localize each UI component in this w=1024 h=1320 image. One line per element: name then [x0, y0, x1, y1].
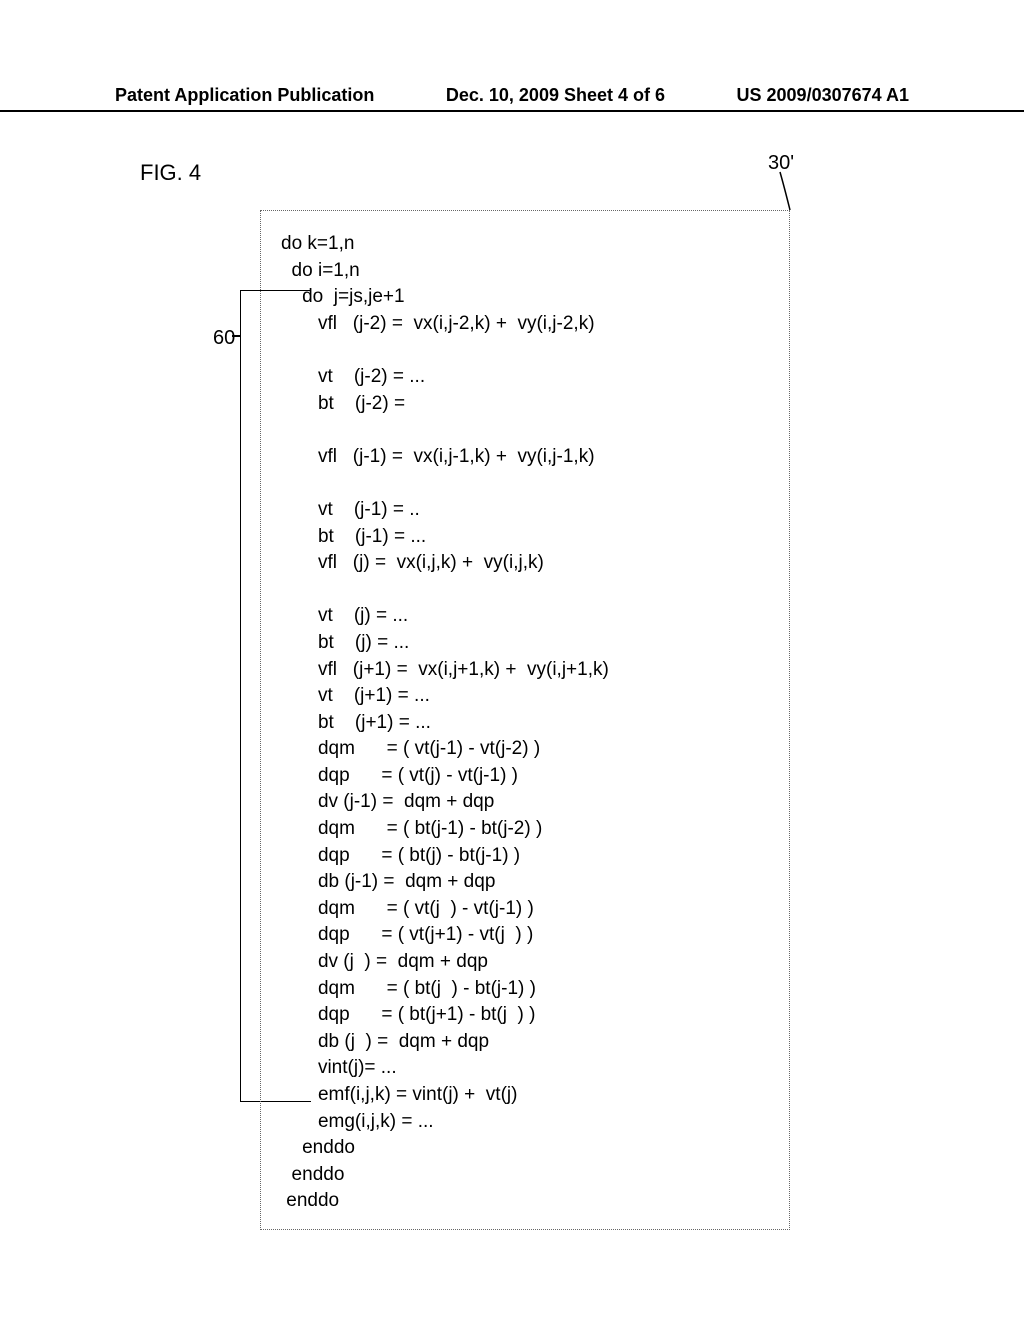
- code-line: bt (j-1) = ...: [281, 524, 779, 551]
- code-line: dqm = ( bt(j-1) - bt(j-2) ): [281, 816, 779, 843]
- code-line: enddo: [281, 1188, 779, 1215]
- code-container: do k=1,n do i=1,n do j=js,je+1 vfl (j-2)…: [281, 231, 779, 1215]
- code-line: bt (j) = ...: [281, 630, 779, 657]
- bracket-60-tick: [232, 335, 240, 337]
- figure-label: FIG. 4: [140, 160, 201, 186]
- page-header: Patent Application Publication Dec. 10, …: [0, 85, 1024, 112]
- code-line: db (j ) = dqm + dqp: [281, 1029, 779, 1056]
- page: Patent Application Publication Dec. 10, …: [0, 0, 1024, 1320]
- code-line: bt (j+1) = ...: [281, 710, 779, 737]
- code-line: vfl (j+1) = vx(i,j+1,k) + vy(i,j+1,k): [281, 657, 779, 684]
- code-line: emf(i,j,k) = vint(j) + vt(j): [281, 1082, 779, 1109]
- code-line: dqp = ( vt(j+1) - vt(j ) ): [281, 922, 779, 949]
- code-line: vfl (j-1) = vx(i,j-1,k) + vy(i,j-1,k): [281, 444, 779, 471]
- code-line: dqp = ( bt(j+1) - bt(j ) ): [281, 1002, 779, 1029]
- code-line: do j=js,je+1: [281, 284, 779, 311]
- lead-line-30: [774, 166, 794, 214]
- header-right: US 2009/0307674 A1: [737, 85, 909, 106]
- code-line: emg(i,j,k) = ...: [281, 1109, 779, 1136]
- header-center: Dec. 10, 2009 Sheet 4 of 6: [446, 85, 665, 106]
- code-line: do i=1,n: [281, 258, 779, 285]
- code-line: dv (j-1) = dqm + dqp: [281, 789, 779, 816]
- code-line: vt (j-1) = ..: [281, 497, 779, 524]
- code-line: vfl (j-2) = vx(i,j-2,k) + vy(i,j-2,k): [281, 311, 779, 338]
- code-line: [281, 337, 779, 364]
- code-line: [281, 577, 779, 604]
- code-line: dqm = ( vt(j-1) - vt(j-2) ): [281, 736, 779, 763]
- header-row: Patent Application Publication Dec. 10, …: [0, 85, 1024, 106]
- code-line: db (j-1) = dqm + dqp: [281, 869, 779, 896]
- code-line: [281, 417, 779, 444]
- code-line: do k=1,n: [281, 231, 779, 258]
- code-line: vfl (j) = vx(i,j,k) + vy(i,j,k): [281, 550, 779, 577]
- code-line: vt (j+1) = ...: [281, 683, 779, 710]
- code-line: dqm = ( bt(j ) - bt(j-1) ): [281, 976, 779, 1003]
- code-line: dv (j ) = dqm + dqp: [281, 949, 779, 976]
- code-line: vint(j)= ...: [281, 1055, 779, 1082]
- reference-number-60: 60: [213, 327, 235, 350]
- code-line: dqp = ( vt(j) - vt(j-1) ): [281, 763, 779, 790]
- code-line: enddo: [281, 1162, 779, 1189]
- code-line: dqp = ( bt(j) - bt(j-1) ): [281, 843, 779, 870]
- code-line: vt (j) = ...: [281, 603, 779, 630]
- code-line: dqm = ( vt(j ) - vt(j-1) ): [281, 896, 779, 923]
- header-left: Patent Application Publication: [115, 85, 374, 106]
- code-line: [281, 470, 779, 497]
- code-listing-box: do k=1,n do i=1,n do j=js,je+1 vfl (j-2)…: [260, 210, 790, 1230]
- code-line: enddo: [281, 1135, 779, 1162]
- code-line: vt (j-2) = ...: [281, 364, 779, 391]
- code-line: bt (j-2) =: [281, 391, 779, 418]
